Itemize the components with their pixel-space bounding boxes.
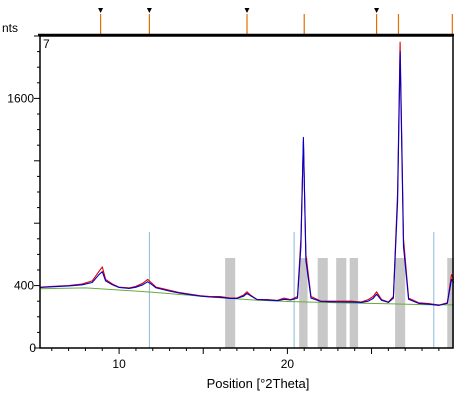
axes: 400 1600 0 10 20 (7, 33, 454, 371)
reference-marker-icon (98, 8, 104, 13)
reference-marker-icon (374, 8, 380, 13)
gray-band (447, 258, 454, 348)
panel-number: 7 (43, 37, 50, 51)
plot-frame (39, 35, 454, 349)
reference-pattern-strip (98, 8, 453, 34)
x-tick-label: 20 (281, 357, 295, 371)
gray-band (395, 258, 406, 348)
gray-band (225, 258, 236, 348)
gray-band (317, 258, 328, 348)
y-tick-label: 400 (14, 279, 34, 293)
x-tick-label: 10 (112, 357, 126, 371)
reference-marker-icon (244, 8, 250, 13)
reference-marker-icon (146, 8, 152, 13)
calculated-line (39, 51, 454, 306)
gray-band (299, 258, 308, 348)
reference-lines-bottom (148, 232, 435, 348)
x-axis-label: Position [°2Theta] (207, 376, 310, 391)
observed-line (39, 41, 454, 306)
y-tick-label: 1600 (7, 91, 34, 105)
background-line (39, 287, 454, 306)
y-axis-label-fragment: nts (2, 21, 18, 35)
y-tick-label: 0 (29, 341, 36, 355)
series-layer (39, 41, 454, 306)
